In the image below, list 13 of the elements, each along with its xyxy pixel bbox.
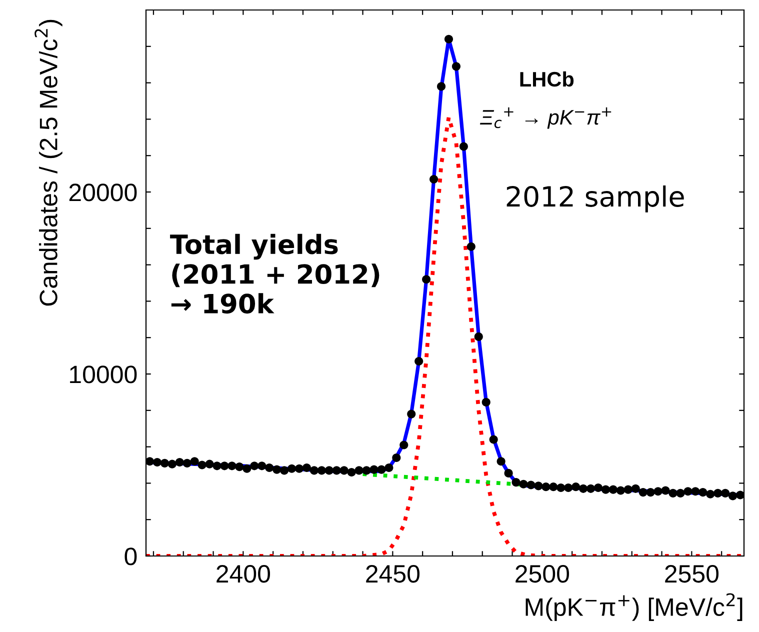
y-tick-label: 0: [124, 548, 137, 566]
y-axis-title: Candidates / (2.5 MeV/c$^{2}$): [34, 20, 62, 306]
annotation: Total yields (2011 + 2012) → 190k: [170, 234, 380, 314]
x-axis-title: M(pK$^{−}$π$^{+}$) [MeV/c$^{2}$]: [526, 593, 742, 621]
annotation: LHCb: [520, 71, 574, 87]
x-tick-label: 2450: [366, 564, 420, 583]
y-tick-label: 10000: [70, 366, 137, 384]
annotation: 2012 sample: [506, 185, 684, 212]
annotation: Ξ$_{c}$$^{+}$ → pK$^{−}$π$^{+}$: [480, 107, 612, 129]
x-tick-label: 2500: [516, 564, 570, 583]
x-tick-label: 2400: [216, 564, 270, 583]
y-tick-label: 20000: [69, 184, 137, 202]
x-tick-label: 2550: [665, 564, 719, 583]
